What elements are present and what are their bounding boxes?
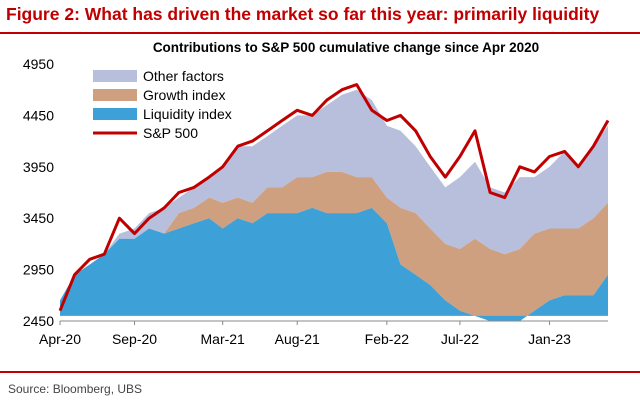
legend-label-growth-index: Growth index [143, 87, 225, 103]
x-axis: Apr-20 Sep-20 Mar-21 Aug-21 Feb-22 Jul-22 Jan-… [39, 320, 608, 347]
bottom-rule [0, 371, 640, 373]
figure-title: Figure 2: What has driven the market so … [6, 4, 600, 24]
legend-swatch-other-factors [93, 70, 137, 82]
top-rule [0, 32, 640, 34]
growth-index-area [60, 171, 608, 321]
x-tick-label: Feb-22 [365, 331, 410, 347]
legend-label-other-factors: Other factors [143, 68, 224, 84]
sp500-line [58, 83, 610, 312]
legend-label-liquidity-index: Liquidity index [143, 106, 232, 122]
source-note: Source: Bloomberg, UBS [8, 382, 143, 396]
legend-swatch-liquidity-index [93, 108, 137, 120]
y-tick-label: 3950 [23, 159, 54, 175]
chart-canvas: Contributions to S&P 500 cumulative chan… [23, 40, 610, 347]
x-tick-label: Mar-21 [201, 331, 246, 347]
legend-swatch-growth-index [93, 89, 137, 101]
chart-title: Contributions to S&P 500 cumulative chan… [153, 40, 539, 55]
y-tick-label: 2950 [23, 262, 54, 278]
x-tick-label: Apr-20 [39, 331, 81, 347]
x-tick-label: Jul-22 [441, 331, 479, 347]
liquidity-index-area [60, 207, 608, 321]
y-tick-label: 2450 [23, 313, 54, 329]
legend: Other factors Growth index Liquidity index… [93, 68, 232, 141]
x-tick-label: Aug-21 [275, 331, 320, 347]
y-tick-label: 4950 [23, 56, 54, 72]
x-tick-label: Jan-23 [528, 331, 571, 347]
y-axis: 4950 4450 3950 3450 2950 2450 [23, 56, 54, 329]
y-tick-label: 3450 [23, 210, 54, 226]
y-tick-label: 4450 [23, 107, 54, 123]
legend-label-s-p-500: S&P 500 [143, 125, 198, 141]
x-tick-label: Sep-20 [112, 331, 157, 347]
sp500-line-group [58, 83, 610, 312]
